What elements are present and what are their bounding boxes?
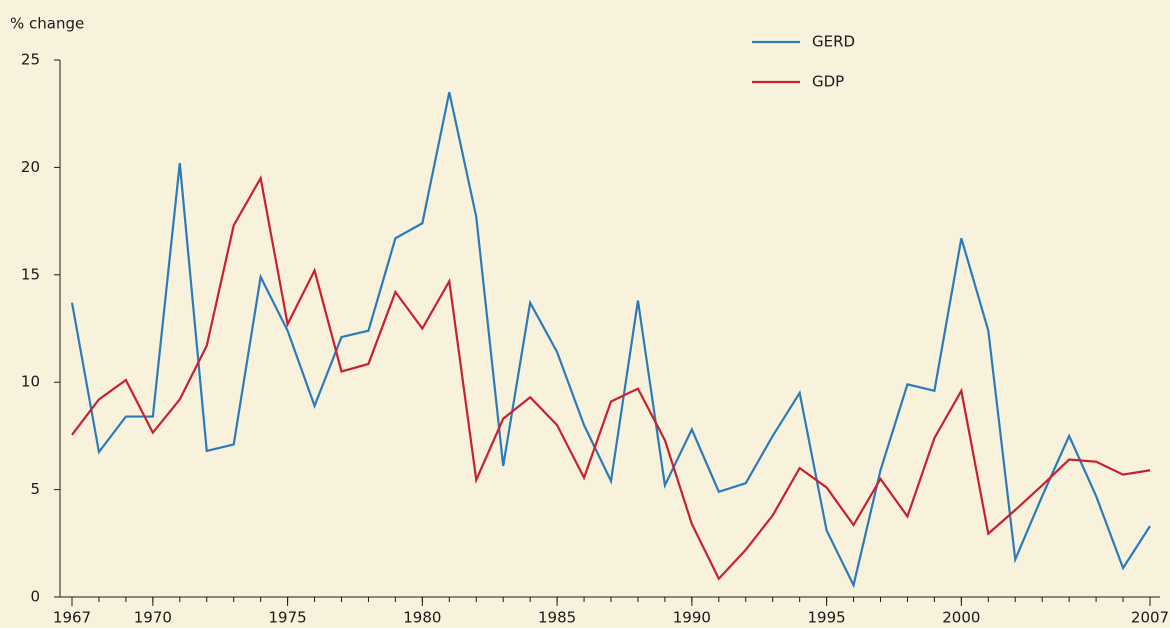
x-tick-label: 2007 bbox=[1131, 609, 1169, 627]
y-tick-label: 10 bbox=[21, 373, 40, 391]
y-tick-label: 15 bbox=[21, 265, 40, 283]
line-series bbox=[71, 174, 1151, 581]
x-tick-label: 2000 bbox=[942, 609, 980, 627]
legend-label: GERD bbox=[812, 33, 855, 51]
y-tick-label: 20 bbox=[21, 158, 40, 176]
x-tick-label: 1990 bbox=[673, 609, 711, 627]
x-tick-label: 1975 bbox=[269, 609, 307, 627]
legend-label: GDP bbox=[812, 73, 844, 91]
line-series bbox=[70, 91, 1151, 589]
x-tick-label: 1967 bbox=[53, 609, 91, 627]
y-tick-label: 0 bbox=[30, 588, 40, 606]
x-tick-label: 1985 bbox=[538, 609, 576, 627]
x-tick-label: 1970 bbox=[134, 609, 172, 627]
x-tick-label: 1980 bbox=[403, 609, 441, 627]
y-tick-label: 25 bbox=[21, 51, 40, 69]
x-tick-label: 1995 bbox=[808, 609, 846, 627]
y-axis-label: % change bbox=[10, 15, 84, 33]
y-tick-label: 5 bbox=[30, 480, 40, 498]
